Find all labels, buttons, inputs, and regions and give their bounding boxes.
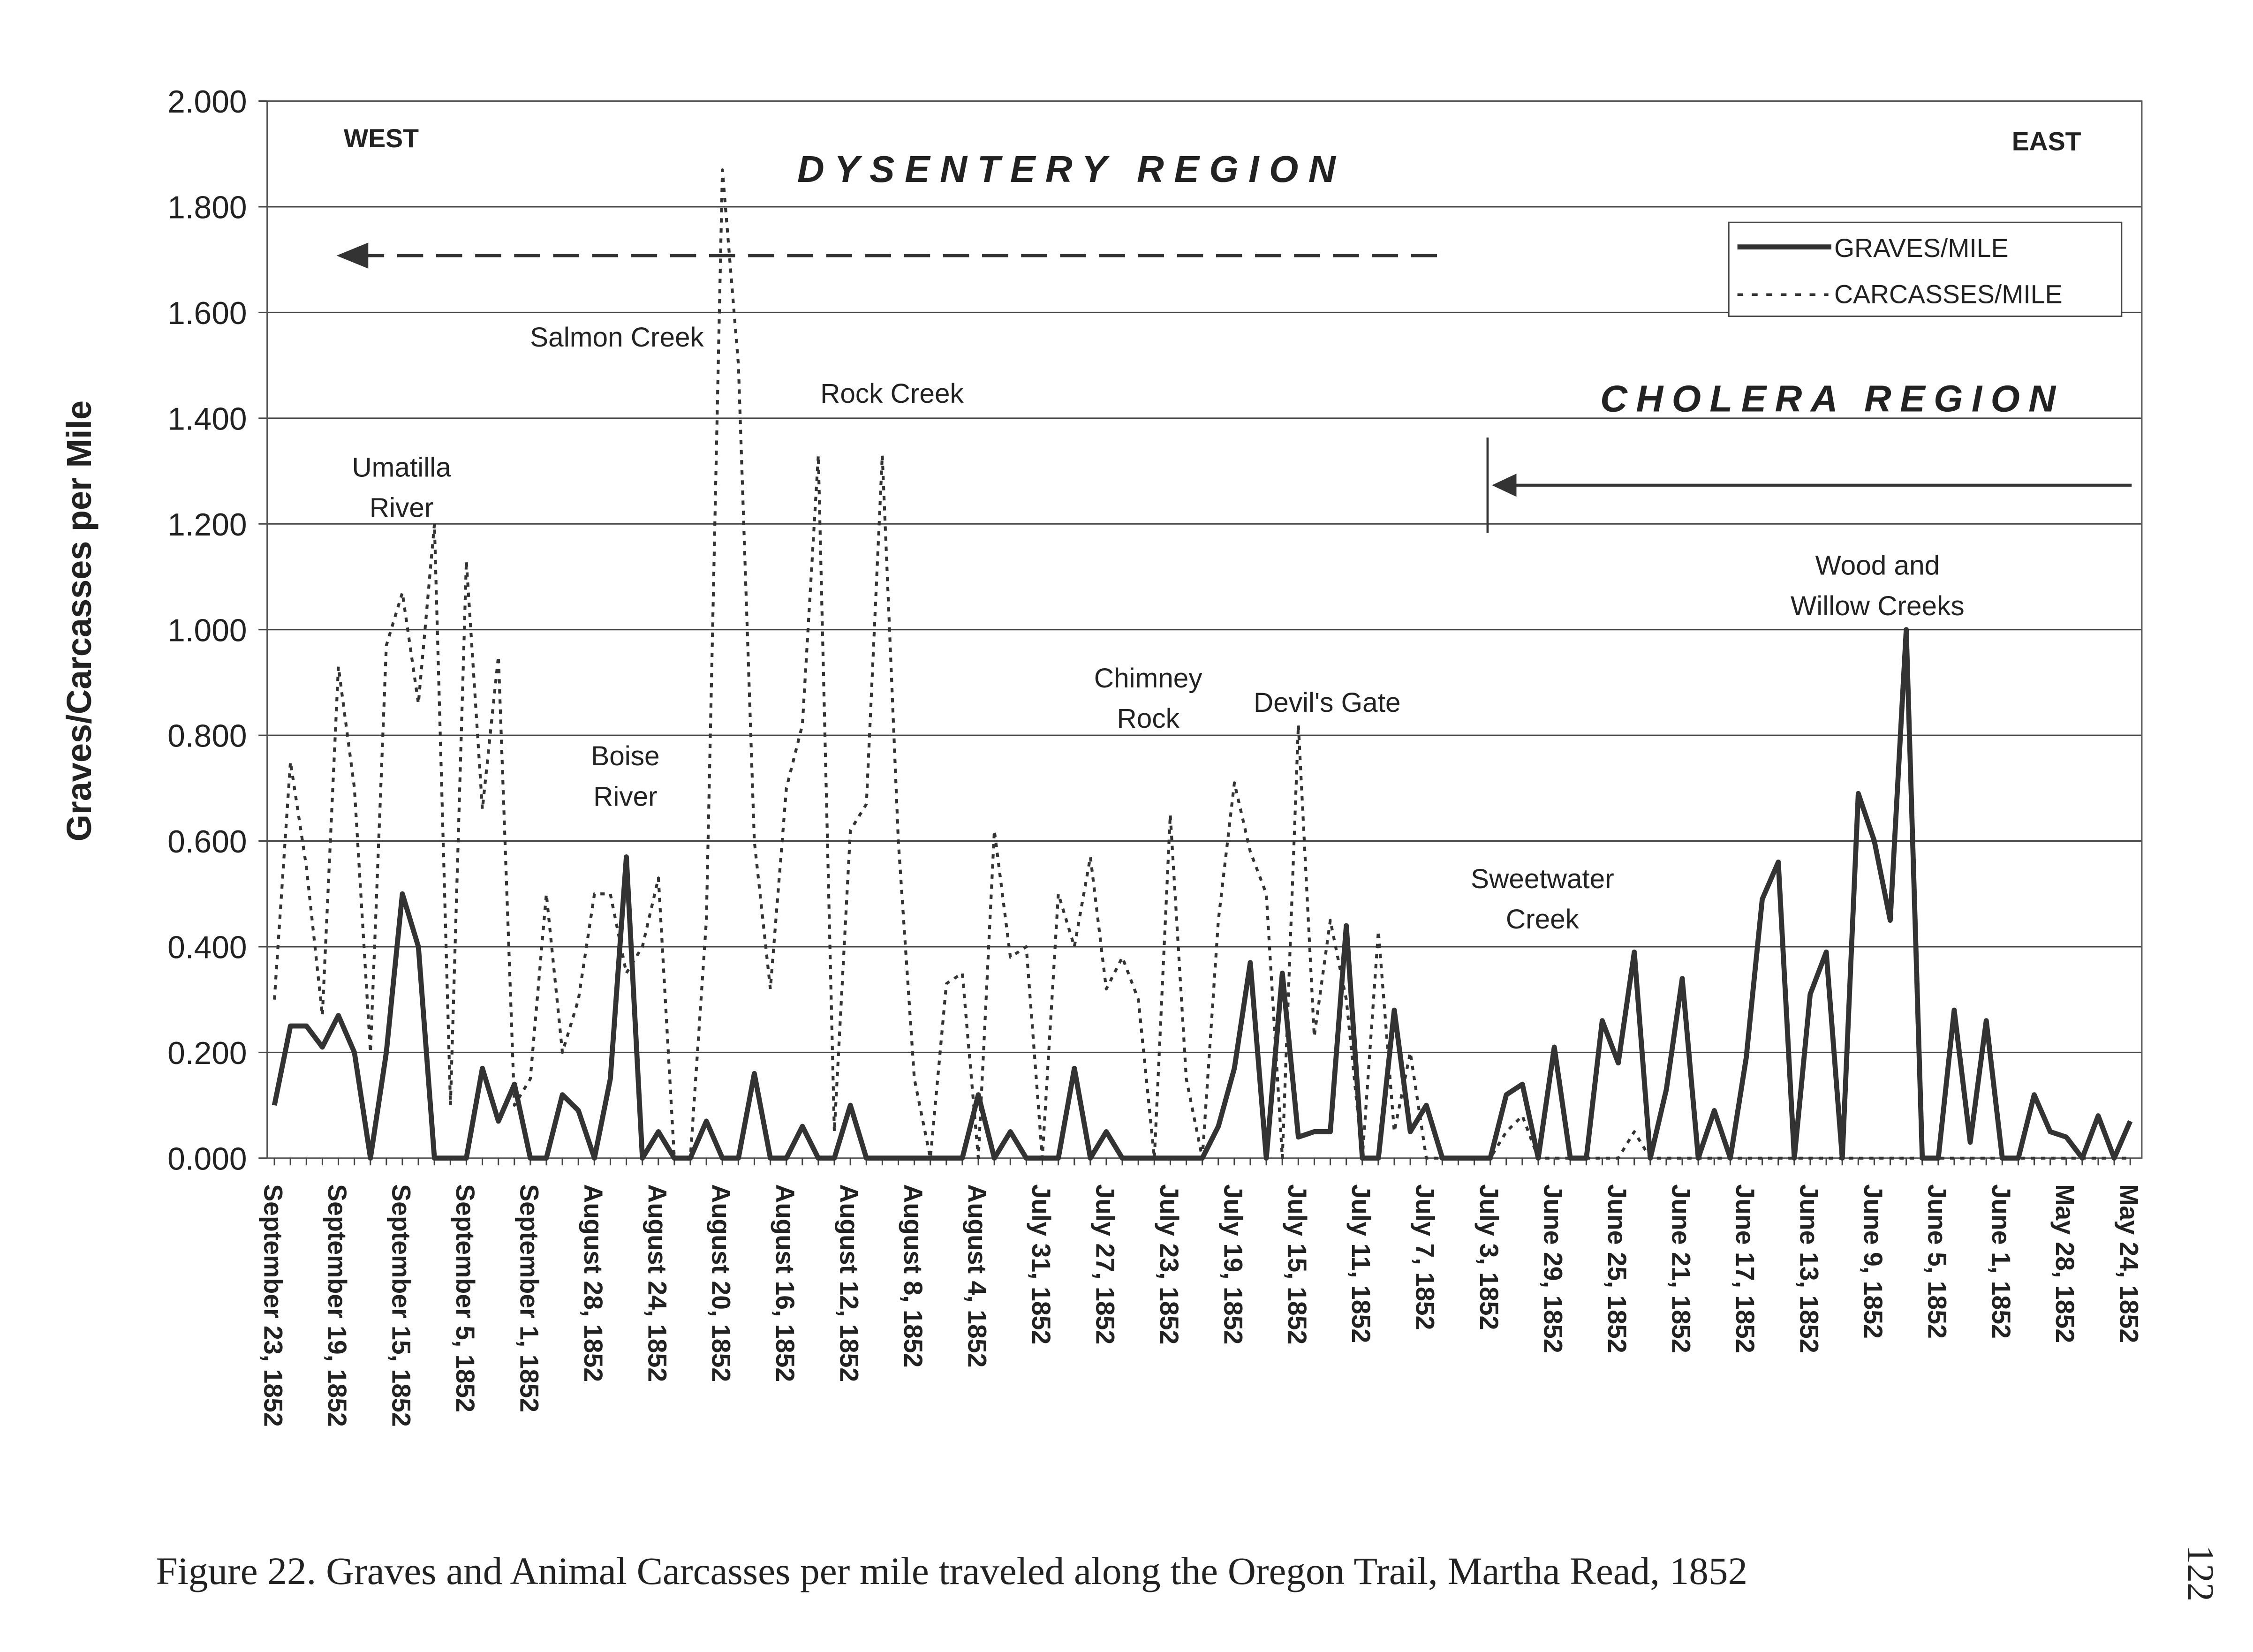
y-tick-label: 0.400 [167, 930, 247, 966]
series-lines [272, 168, 2133, 1161]
annotation-rock-creek: Rock Creek [820, 378, 964, 409]
cholera-arrow [1486, 438, 2132, 533]
x-tick-label: July 11, 1852 [1346, 1184, 1376, 1343]
x-tick-label: August 28, 1852 [579, 1184, 608, 1382]
x-tick-label: June 1, 1852 [1987, 1184, 2016, 1339]
annotation-salmon-creek: Salmon Creek [530, 322, 704, 353]
x-tick-label: May 24, 1852 [2115, 1184, 2144, 1343]
y-tick-label: 0.800 [167, 719, 247, 754]
annotation-boise-2: River [593, 781, 658, 812]
y-tick-label: 0.200 [167, 1036, 247, 1071]
y-tick-label: 1.400 [167, 401, 247, 437]
annotation-sweetwater-1: Sweetwater [1471, 864, 1614, 894]
x-axis: September 23, 1852 September 19, 1852 Sept… [259, 1158, 2144, 1427]
y-tick-label: 1.000 [167, 613, 247, 648]
x-tick-label: June 9, 1852 [1859, 1184, 1888, 1339]
x-tick-label: July 15, 1852 [1283, 1184, 1312, 1344]
x-tick-label: June 17, 1852 [1731, 1184, 1760, 1353]
legend: GRAVES/MILE CARCASSES/MILE [1728, 221, 2123, 317]
x-tick-label: August 16, 1852 [771, 1184, 800, 1382]
x-tick-label: June 5, 1852 [1922, 1184, 1951, 1339]
x-tick-label: July 3, 1852 [1474, 1184, 1504, 1330]
y-tick-label: 2.000 [167, 84, 247, 120]
legend-graves: GRAVES/MILE [1834, 234, 2009, 263]
y-tick-label: 1.800 [167, 190, 247, 226]
annotation-umatilla-2: River [370, 492, 434, 523]
annotation-sweetwater-2: Creek [1506, 904, 1580, 935]
x-tick-label: June 13, 1852 [1794, 1184, 1823, 1353]
x-tick-label: July 27, 1852 [1090, 1184, 1119, 1344]
annotation-chimney-2: Rock [1117, 703, 1180, 734]
x-tick-label: August 12, 1852 [835, 1184, 864, 1382]
x-tick-label: June 21, 1852 [1667, 1184, 1696, 1353]
x-tick-label: July 31, 1852 [1027, 1184, 1056, 1344]
cholera-region-label: CHOLERA REGION [1600, 378, 2064, 420]
y-axis: 0.000 0.200 0.400 0.600 0.800 1.000 1.200 1.400… [167, 84, 267, 1177]
x-tick-label: August 20, 1852 [707, 1184, 736, 1382]
annotation-wood-2: Willow Creeks [1791, 591, 1965, 621]
figure-caption: Figure 22. Graves and Animal Carcasses p… [156, 1549, 1747, 1592]
dysentery-arrow [336, 242, 1437, 269]
page-number: 122 [2179, 1545, 2221, 1601]
x-tick-label: June 25, 1852 [1603, 1184, 1632, 1353]
annotation-boise-1: Boise [591, 741, 659, 771]
series-line-carcasses [273, 168, 2131, 1160]
west-label: WEST [344, 124, 419, 153]
annotation-chimney-1: Chimney [1094, 663, 1203, 694]
x-tick-label: September 5, 1852 [451, 1184, 480, 1412]
x-tick-label: September 23, 1852 [259, 1184, 288, 1427]
y-tick-label: 0.000 [167, 1141, 247, 1177]
east-label: EAST [2012, 127, 2081, 156]
annotation-devils-gate: Devil's Gate [1254, 687, 1401, 718]
y-tick-label: 1.200 [167, 507, 247, 543]
x-tick-label: August 24, 1852 [643, 1184, 672, 1382]
x-tick-label: September 1, 1852 [514, 1184, 544, 1412]
annotation-umatilla-1: Umatilla [352, 452, 451, 483]
x-tick-label: July 7, 1852 [1411, 1184, 1440, 1330]
grid-lines [267, 206, 2142, 1053]
x-tick-label: July 19, 1852 [1218, 1184, 1247, 1344]
annotation-wood-1: Wood and [1815, 551, 1940, 581]
dysentery-region-label: DYSENTERY REGION [797, 148, 1346, 190]
y-tick-label: 0.600 [167, 824, 247, 860]
x-tick-label: September 15, 1852 [386, 1184, 416, 1427]
annotations: WEST EAST DYSENTERY REGION CHOLERA REGIO… [344, 124, 2081, 935]
legend-carcasses: CARCASSES/MILE [1834, 280, 2063, 309]
x-tick-label: May 28, 1852 [2050, 1184, 2079, 1343]
x-tick-label: September 19, 1852 [323, 1184, 352, 1427]
x-tick-label: June 29, 1852 [1539, 1184, 1568, 1353]
x-tick-label: August 8, 1852 [899, 1184, 928, 1367]
x-tick-label: July 23, 1852 [1155, 1184, 1184, 1344]
y-axis-label: Graves/Carcasses per Mile [60, 400, 98, 842]
x-tick-label: August 4, 1852 [963, 1184, 992, 1367]
y-tick-label: 1.600 [167, 296, 247, 331]
